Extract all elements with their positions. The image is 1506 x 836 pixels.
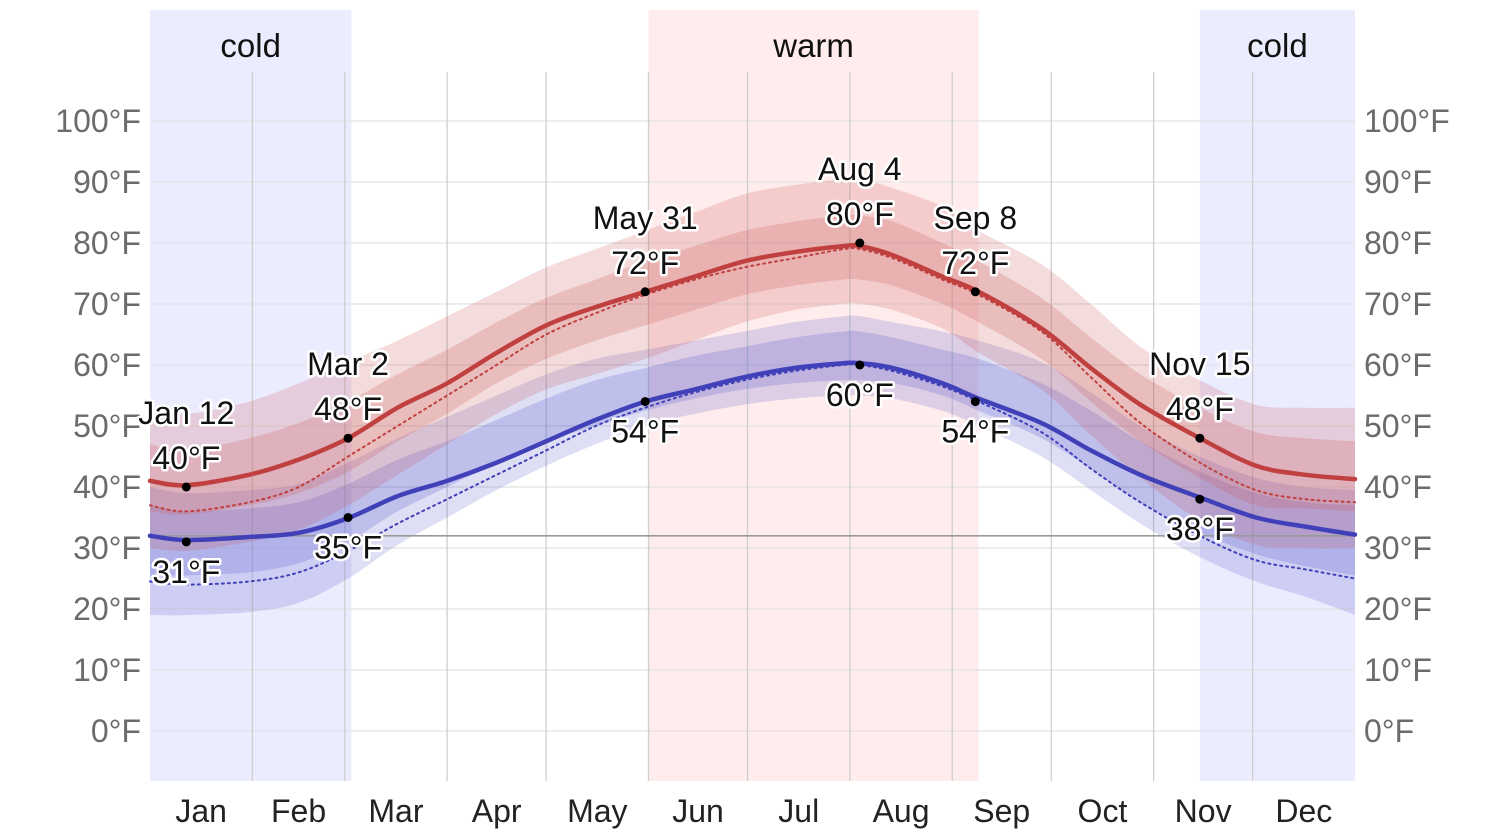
- y-tick-label-right-10: 10°F: [1364, 652, 1432, 688]
- high-dotted-line: [149, 246, 1356, 513]
- annotation-date-2: Mar 2: [307, 346, 389, 382]
- grid-lines: [150, 72, 1355, 781]
- month-label-mar: Mar: [368, 793, 423, 829]
- season-band-warm-1: [648, 10, 979, 781]
- annotation-dot-8: [970, 287, 980, 297]
- annotation-temp-10: 48°F: [1166, 391, 1234, 427]
- percentile-bands: [150, 177, 1355, 616]
- low-band-25-75: [150, 330, 1355, 576]
- annotation-dot-3: [343, 513, 353, 522]
- y-tick-label-right-70: 70°F: [1364, 286, 1432, 322]
- season-band-cold-0: [150, 10, 352, 781]
- month-label-feb: Feb: [271, 793, 326, 829]
- y-tick-label-left-20: 20°F: [73, 591, 141, 627]
- annotation-temp-8: 72°F: [941, 245, 1009, 281]
- high-band-25-75: [150, 214, 1355, 515]
- y-tick-label-right-80: 80°F: [1364, 225, 1432, 261]
- y-tick-label-right-30: 30°F: [1364, 530, 1432, 566]
- annotation-temp-6: 80°F: [826, 196, 894, 232]
- axis-labels: Jan Feb Mar Apr May Jun Jul Aug Sep Oct Nov Dec 0°F 0…: [55, 103, 1449, 829]
- y-tick-label-left-0: 0°F: [91, 713, 141, 749]
- annotation-dot-4: [640, 287, 650, 297]
- annotations: 40°F Jan 12 31°F 48°F Mar 2 35°F 72°F May 31 54°…: [136, 149, 1253, 593]
- month-label-apr: Apr: [472, 793, 522, 829]
- annotation-dot-6: [855, 238, 865, 248]
- y-tick-label-left-70: 70°F: [73, 286, 141, 322]
- annotation-temp-4: 72°F: [611, 245, 679, 281]
- annotation-temp-9: 54°F: [941, 414, 1009, 450]
- y-tick-label-left-40: 40°F: [73, 469, 141, 505]
- month-label-aug: Aug: [873, 793, 930, 829]
- annotation-date-10: Nov 15: [1149, 346, 1250, 382]
- annotation-date-0: Jan 12: [138, 395, 234, 431]
- low-dotted-line: [149, 363, 1356, 586]
- y-tick-label-left-50: 50°F: [73, 408, 141, 444]
- month-label-jan: Jan: [175, 793, 227, 829]
- annotation-dot-11: [1195, 494, 1205, 504]
- low-band-10-90: [150, 315, 1355, 616]
- y-tick-label-left-30: 30°F: [73, 530, 141, 566]
- month-label-may: May: [567, 793, 627, 829]
- annotation-dot-9: [970, 397, 980, 407]
- y-tick-label-left-90: 90°F: [73, 164, 141, 200]
- month-label-oct: Oct: [1078, 793, 1128, 829]
- y-tick-label-right-90: 90°F: [1364, 164, 1432, 200]
- season-label-cold-2: cold: [1247, 27, 1308, 64]
- high-line: [147, 242, 1358, 488]
- annotation-temp-5: 54°F: [611, 414, 679, 450]
- y-tick-label-right-20: 20°F: [1364, 591, 1432, 627]
- season-band-cold-2: [1199, 10, 1355, 781]
- y-tick-label-right-40: 40°F: [1364, 469, 1432, 505]
- low-line: [147, 360, 1358, 543]
- annotation-date-6: Aug 4: [818, 151, 902, 187]
- y-tick-label-left-10: 10°F: [73, 652, 141, 688]
- y-tick-label-right-50: 50°F: [1364, 408, 1432, 444]
- annotation-dot-7: [855, 360, 865, 370]
- series-lines: [147, 242, 1358, 586]
- month-label-sep: Sep: [973, 793, 1030, 829]
- annotation-temp-2: 48°F: [314, 391, 382, 427]
- y-tick-label-left-60: 60°F: [73, 347, 141, 383]
- annotation-temp-11: 38°F: [1166, 511, 1234, 547]
- y-tick-label-right-0: 0°F: [1364, 713, 1414, 749]
- y-tick-label-left-100: 100°F: [55, 103, 141, 139]
- annotation-temp-7: 60°F: [826, 377, 894, 413]
- annotation-date-4: May 31: [593, 200, 698, 236]
- season-label-cold-0: cold: [220, 27, 281, 64]
- annotation-dot-10: [1195, 433, 1205, 443]
- month-label-dec: Dec: [1275, 793, 1332, 829]
- annotation-temp-0: 40°F: [152, 440, 220, 476]
- y-tick-label-right-100: 100°F: [1364, 103, 1450, 139]
- annotation-date-8: Sep 8: [934, 200, 1018, 236]
- annotation-dot-0: [181, 482, 191, 492]
- season-label-warm-1: warm: [772, 27, 854, 64]
- annotation-dot-2: [343, 433, 353, 443]
- month-label-jun: Jun: [672, 793, 724, 829]
- annotation-dot-5: [640, 397, 650, 407]
- annotation-temp-1: 31°F: [152, 554, 220, 590]
- annotation-dot-1: [181, 537, 191, 547]
- month-label-jul: Jul: [778, 793, 819, 829]
- y-tick-label-right-60: 60°F: [1364, 347, 1432, 383]
- annotation-temp-3: 35°F: [314, 530, 382, 566]
- high-band-10-90: [150, 177, 1355, 552]
- y-tick-label-left-80: 80°F: [73, 225, 141, 261]
- season-bands: cold warm cold: [150, 10, 1355, 781]
- month-label-nov: Nov: [1175, 793, 1232, 829]
